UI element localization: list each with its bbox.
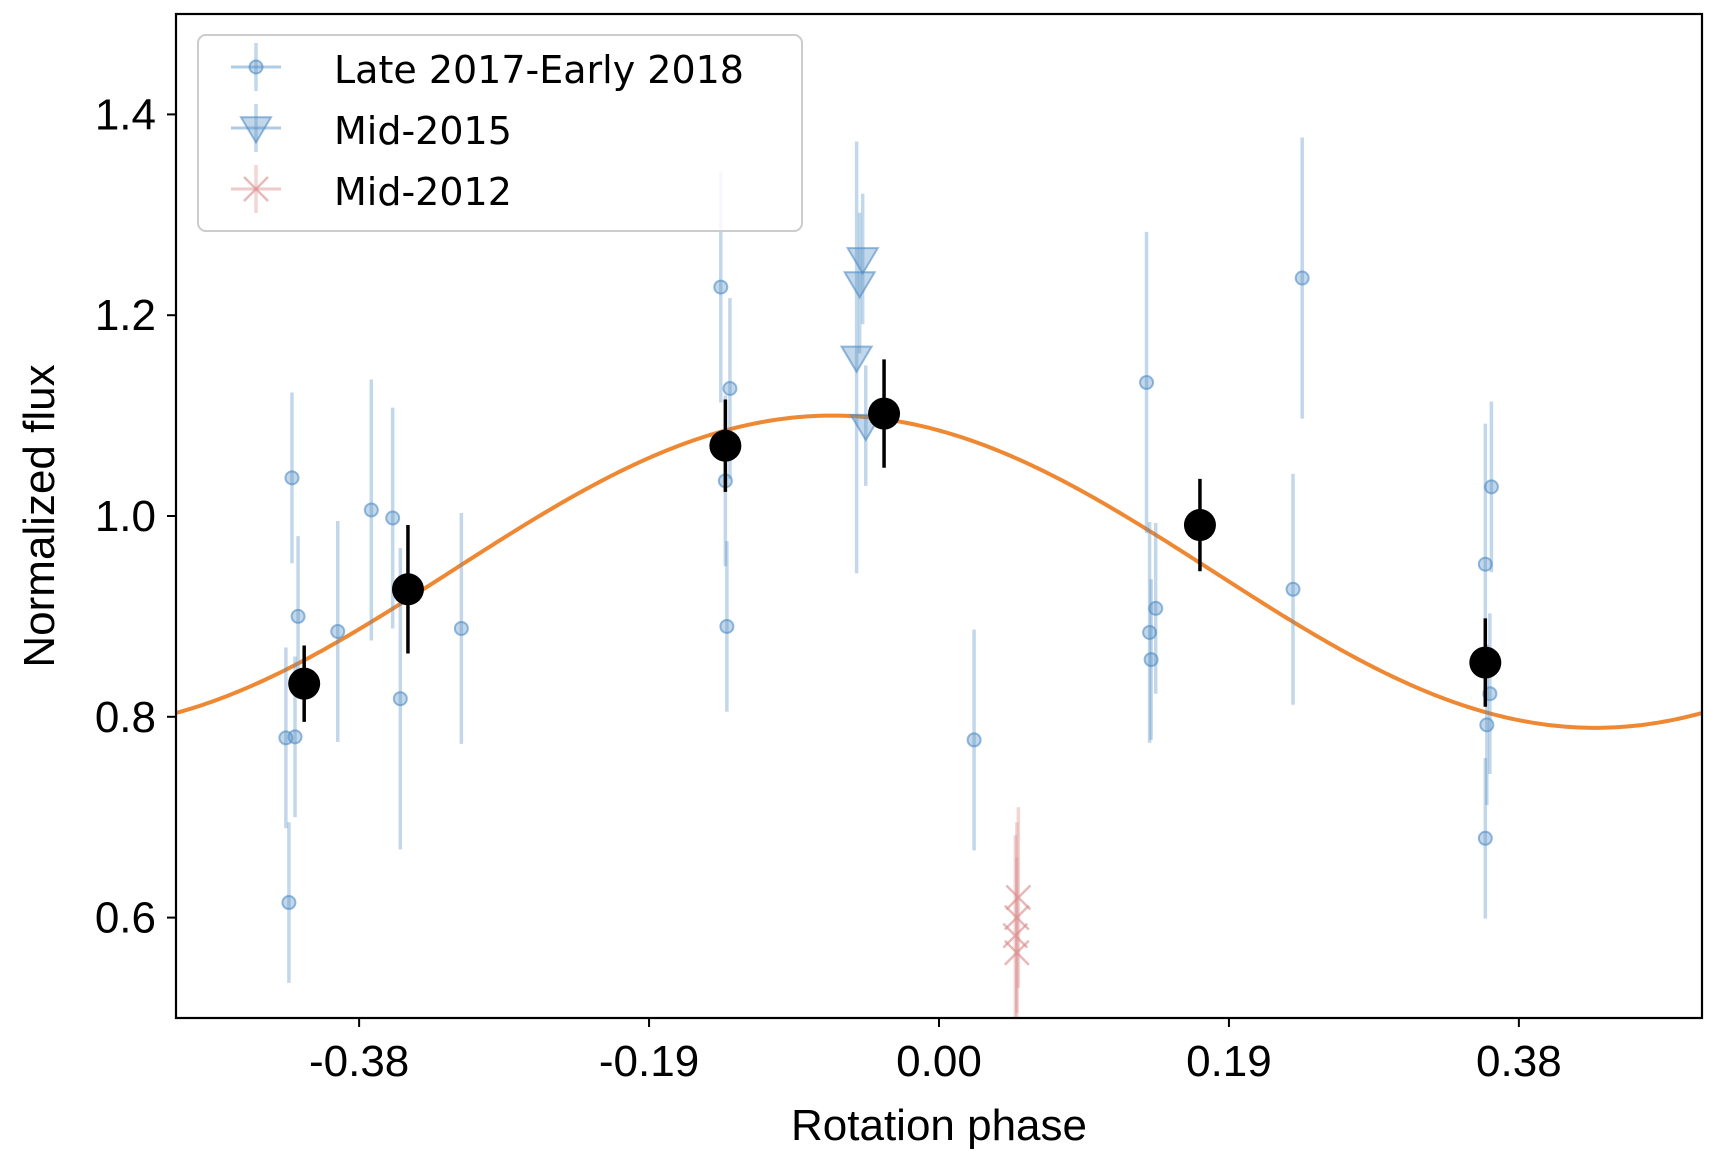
point-mid2012-3 <box>1003 939 1030 966</box>
legend-marker-late <box>231 43 281 91</box>
legend-box <box>197 34 803 232</box>
legend-label-late: Late 2017-Early 2018 <box>334 48 744 92</box>
binned-points-layer <box>288 359 1502 722</box>
point-late-9 <box>453 620 469 636</box>
point-mid2015-1 <box>842 271 877 300</box>
x-axis-ticks: -0.38 -0.19 0.00 0.19 0.38 <box>309 1018 1562 1086</box>
y-tick-label-0: 0.6 <box>95 894 156 943</box>
point-late-11 <box>722 380 738 396</box>
y-tick-label-2: 1.0 <box>95 492 156 541</box>
point-late-16 <box>1142 624 1158 640</box>
x-tick-label-2: 0.00 <box>896 1037 982 1086</box>
binned-point-3 <box>868 397 901 430</box>
point-late-18 <box>1148 600 1164 616</box>
x-tick-label-4: 0.38 <box>1476 1037 1562 1086</box>
point-late-10 <box>713 279 729 295</box>
legend-symbol-mid2012 <box>243 176 269 202</box>
binned-point-2 <box>709 429 742 462</box>
legend-entry-late: Late 2017-Early 2018 <box>231 43 744 92</box>
point-late-3 <box>287 729 303 745</box>
model-curve <box>176 413 1702 730</box>
binned-point-5 <box>1469 646 1502 679</box>
binned-point-0 <box>288 667 321 700</box>
point-late-5 <box>330 623 346 639</box>
point-late-8 <box>392 691 408 707</box>
x-tick-label-0: -0.38 <box>309 1037 409 1086</box>
legend-label-mid2012: Mid-2012 <box>334 170 512 214</box>
point-late-25 <box>1477 830 1493 846</box>
model-curve-layer <box>176 413 1702 730</box>
y-tick-label-4: 1.4 <box>95 90 156 139</box>
binned-point-4 <box>1183 509 1216 542</box>
point-late-13 <box>719 618 735 634</box>
data-points-layer <box>278 137 1499 1018</box>
y-tick-label-1: 0.8 <box>95 693 156 742</box>
point-late-20 <box>1294 270 1310 286</box>
point-late-21 <box>1477 556 1493 572</box>
legend-symbol-late <box>248 59 264 75</box>
y-tick-label-3: 1.2 <box>95 291 156 340</box>
point-late-22 <box>1483 479 1499 495</box>
point-late-19 <box>1285 581 1301 597</box>
point-late-6 <box>363 502 379 518</box>
binned-point-1 <box>391 573 424 606</box>
point-late-15 <box>1139 374 1155 390</box>
y-axis-ticks: 0.6 0.8 1.0 1.2 1.4 <box>95 90 176 943</box>
legend-marker-mid2012 <box>231 165 281 213</box>
legend-marker-mid2015 <box>231 104 281 152</box>
y-axis-label: Normalized flux <box>15 364 64 667</box>
point-late-14 <box>966 732 982 748</box>
point-late-4 <box>281 895 297 911</box>
legend-label-mid2015: Mid-2015 <box>334 109 512 153</box>
point-mid2015-2 <box>839 345 874 374</box>
x-axis-label: Rotation phase <box>791 1101 1087 1150</box>
point-late-0 <box>284 470 300 486</box>
legend-entry-mid2015: Mid-2015 <box>231 104 512 153</box>
point-mid2015-0 <box>845 247 880 276</box>
point-late-1 <box>290 608 306 624</box>
point-mid2012-0 <box>1005 884 1032 911</box>
x-tick-label-1: -0.19 <box>599 1037 699 1086</box>
legend-symbol-mid2015 <box>239 116 273 145</box>
x-tick-label-3: 0.19 <box>1186 1037 1272 1086</box>
point-late-7 <box>385 510 401 526</box>
legend-entry-mid2012: Mid-2012 <box>231 165 512 214</box>
point-late-24 <box>1479 717 1495 733</box>
point-late-17 <box>1143 652 1159 668</box>
legend: Late 2017-Early 2018 Mid-2015 Mid-2012 <box>197 34 803 232</box>
